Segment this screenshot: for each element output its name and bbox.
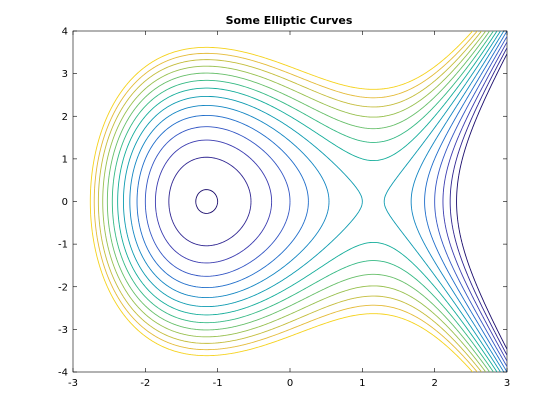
x-tick-label: 3 <box>504 378 510 389</box>
chart-title: Some Elliptic Curves <box>226 14 353 27</box>
x-tick-label: -3 <box>68 378 78 389</box>
y-tick-label: -1 <box>58 240 68 251</box>
y-tick-label: 0 <box>62 197 68 208</box>
y-tick-label: -4 <box>58 368 68 379</box>
y-tick-label: -3 <box>58 325 68 336</box>
contour-level-line <box>106 31 491 372</box>
contour-level-line <box>117 31 498 372</box>
y-tick-label: 4 <box>62 27 68 38</box>
y-tick-label: -2 <box>58 282 68 293</box>
contour-level-line <box>168 47 507 356</box>
contour-level-line <box>129 31 505 372</box>
y-tick-label: 1 <box>62 154 68 165</box>
contour-level-line <box>102 31 487 372</box>
contour-level-line <box>122 31 501 372</box>
contour-level-line <box>154 41 507 362</box>
x-tick-label: -2 <box>140 378 150 389</box>
x-tick-label: 0 <box>287 378 293 389</box>
contour-level-line <box>89 31 473 372</box>
x-tick-label: 1 <box>359 378 365 389</box>
x-tick-label: 2 <box>431 378 437 389</box>
contour-level-line <box>111 31 494 372</box>
contour-level-line <box>136 31 507 372</box>
contour-level-line <box>93 31 478 372</box>
y-tick-label: 2 <box>62 112 68 123</box>
x-tick-label: -1 <box>213 378 223 389</box>
x-axis: -3 -2 -1 0 1 2 3 <box>68 31 510 389</box>
contour-level-line <box>144 36 507 367</box>
contour-level-line <box>97 31 482 372</box>
y-axis: -4 -3 -2 -1 0 1 2 3 4 <box>58 27 507 379</box>
contour-lines <box>89 31 507 372</box>
y-tick-label: 3 <box>62 69 68 80</box>
contour-level-line <box>195 53 507 350</box>
